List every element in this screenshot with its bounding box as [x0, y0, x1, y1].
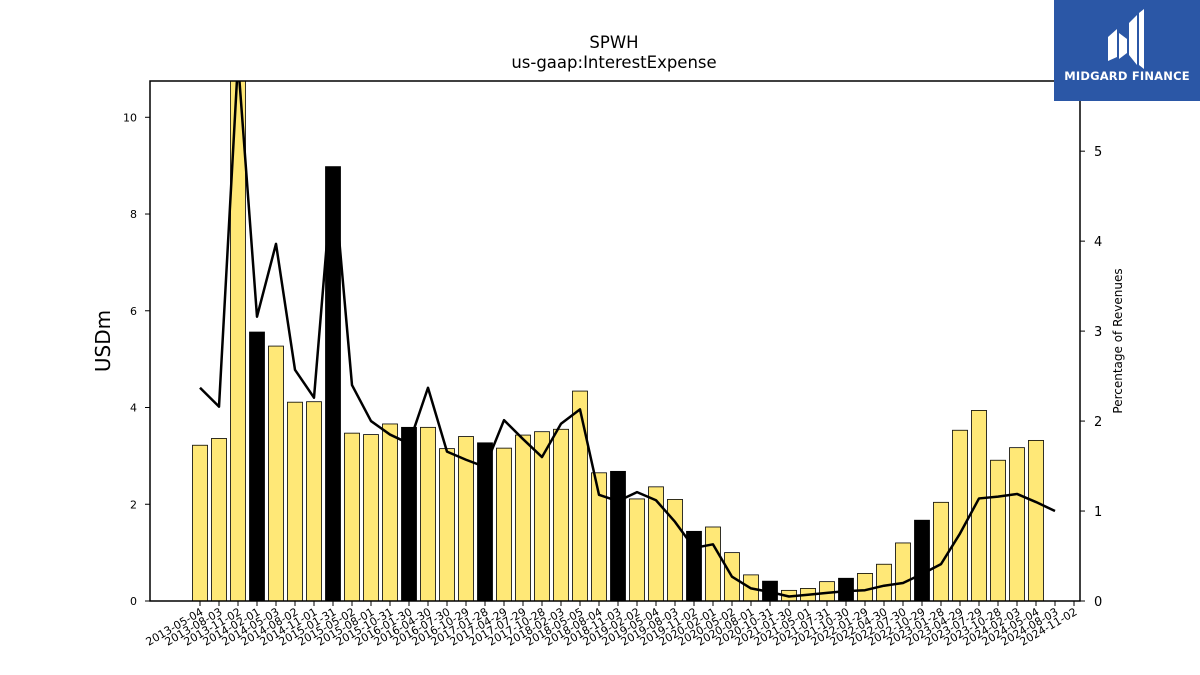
y2-tick-label: 1: [1094, 505, 1102, 520]
bar: [382, 423, 398, 601]
bar: [344, 432, 360, 601]
bar: [610, 470, 626, 601]
chart-title: SPWH: [589, 33, 638, 52]
percentage-line-series: [199, 81, 1056, 598]
bar: [287, 401, 303, 601]
bar: [705, 526, 721, 601]
x-axis-ticks: 2013-05-042013-08-032013-11-022014-02-01…: [144, 601, 1080, 649]
bar: [496, 447, 512, 601]
y2-tick-label: 3: [1094, 325, 1102, 340]
bar: [363, 434, 379, 601]
bar: [933, 501, 949, 601]
y2-axis-ticks: 0 1 2 3 4 5: [1080, 145, 1102, 610]
bar: [477, 442, 493, 601]
plot-frame: [149, 80, 1081, 602]
y2-tick-label: 2: [1094, 415, 1102, 430]
bar: [1009, 447, 1025, 601]
percentage-line: [199, 81, 1056, 598]
midgard-finance-logo: MIDGARD FINANCE: [1054, 0, 1200, 101]
logo-brand-name: MIDGARD FINANCE: [1064, 69, 1190, 83]
y-tick-label: 0: [130, 595, 137, 608]
chart-subtitle: us-gaap:InterestExpense: [511, 53, 716, 72]
y-axis-ticks: 0 2 4 6 8 10: [123, 111, 150, 608]
bar: [895, 542, 911, 601]
y-tick-label: 2: [130, 498, 137, 511]
bar: [914, 519, 930, 601]
bar: [515, 434, 531, 601]
y2-axis-label: Percentage of Revenues: [1111, 268, 1125, 413]
bar: [325, 166, 341, 601]
bar: [268, 345, 284, 601]
y-tick-label: 6: [130, 305, 137, 318]
bar: [572, 390, 588, 601]
bar-series: [192, 81, 1044, 601]
bar: [591, 472, 607, 601]
bar: [648, 486, 664, 601]
y2-tick-label: 4: [1094, 235, 1102, 250]
y-tick-label: 4: [130, 402, 137, 415]
bar: [249, 331, 265, 601]
bar: [211, 438, 227, 601]
y2-tick-label: 0: [1094, 595, 1102, 610]
bar: [439, 448, 455, 601]
bar: [458, 436, 474, 601]
bar: [686, 530, 702, 601]
bar: [952, 429, 968, 601]
bar: [534, 431, 550, 601]
bar: [306, 401, 322, 601]
bar: [629, 498, 645, 601]
bar: [990, 459, 1006, 601]
y2-tick-label: 5: [1094, 145, 1102, 160]
y-tick-label: 8: [130, 208, 137, 221]
bar: [876, 563, 892, 601]
bar: [553, 428, 569, 601]
bar: [857, 573, 873, 601]
bar: [192, 444, 208, 601]
bar: [401, 426, 417, 601]
y-axis-label: USDm: [91, 310, 115, 372]
bar: [420, 426, 436, 601]
bar: [971, 410, 987, 601]
bar: [1028, 439, 1044, 601]
y-tick-label: 10: [123, 111, 137, 124]
logo-mark-icon: [1108, 9, 1144, 69]
bar: [667, 499, 683, 601]
